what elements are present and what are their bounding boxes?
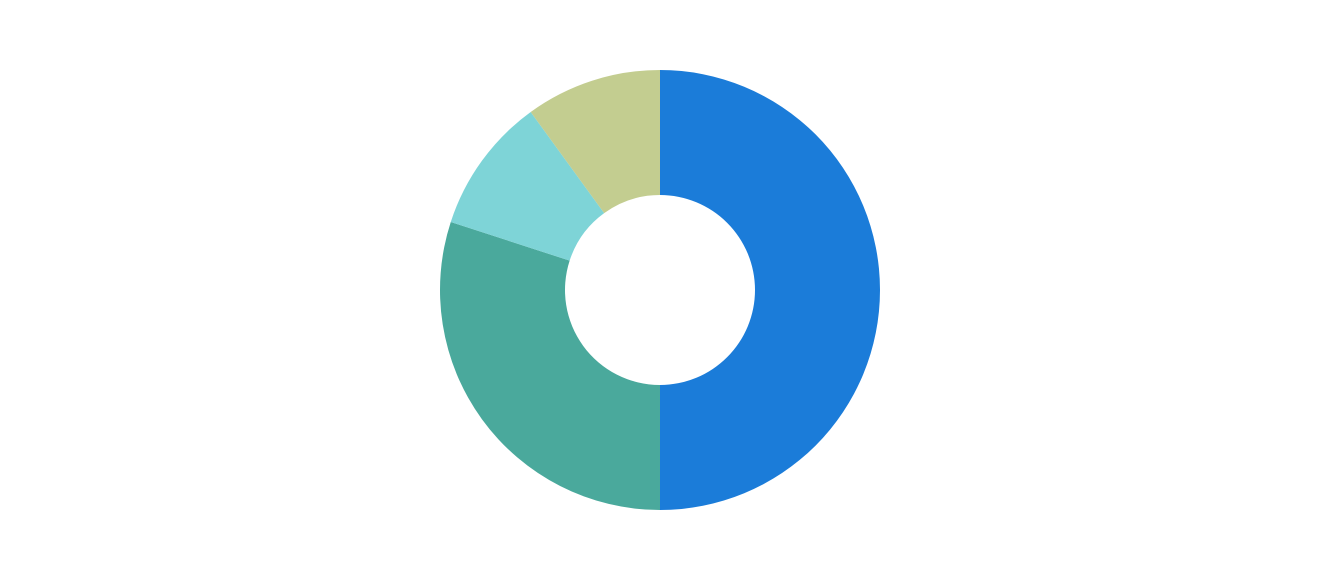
donut-slice-0 xyxy=(660,70,880,510)
slice-label-name: 小売業 xyxy=(235,444,325,488)
slice-label-value: 30 xyxy=(331,440,380,490)
slice-label-name: サービス業 xyxy=(143,151,293,195)
slice-label-percent-sign: % xyxy=(353,161,378,193)
slice-label-value: 10 xyxy=(471,15,520,65)
slice-label-2: サービス業10% xyxy=(143,147,378,197)
slice-label-value: 10 xyxy=(299,147,348,197)
donut-chart-stage: 一般飲食店50%小売業30%サービス業10%その他生活関連10% xyxy=(0,0,1320,579)
slice-label-3: その他生活関連10% xyxy=(255,15,550,65)
slice-label-name: 一般飲食店 xyxy=(920,269,1070,313)
slice-label-value: 50 xyxy=(1076,265,1125,315)
slice-label-name: その他生活関連 xyxy=(255,19,465,63)
slice-label-percent-sign: % xyxy=(1130,279,1155,311)
slice-label-percent-sign: % xyxy=(385,454,410,486)
slice-label-1: 小売業30% xyxy=(235,440,410,490)
slice-label-0: 一般飲食店50% xyxy=(920,265,1155,315)
slice-label-percent-sign: % xyxy=(525,29,550,61)
donut-slice-1 xyxy=(440,222,660,510)
